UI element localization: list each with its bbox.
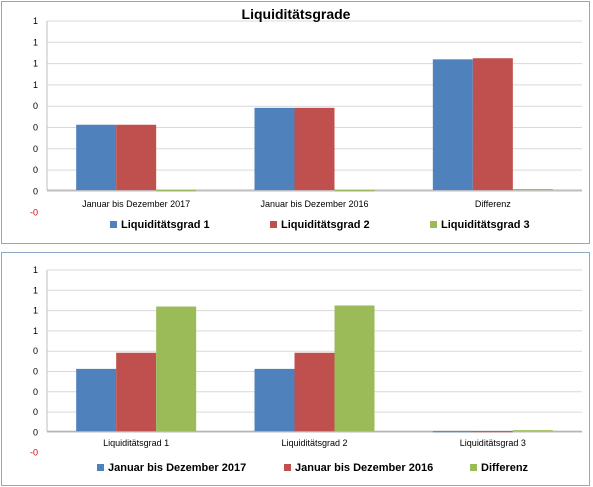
bar <box>432 431 473 433</box>
y-tick-label: -0 <box>30 448 38 458</box>
y-tick-label: 0 <box>33 123 38 133</box>
chart-panel-bottom: 1 1 1 1 0 0 0 0 0 -0 Liquiditätsgrad 1 Liquiditätsg… <box>1 252 590 486</box>
y-tick-label: 0 <box>33 407 38 417</box>
y-tick-label: 1 <box>33 285 38 295</box>
y-tick-label: 0 <box>33 367 38 377</box>
legend-swatch <box>97 464 104 471</box>
bar <box>334 305 375 432</box>
chart-panel-top: 1 1 1 1 0 0 0 0 0 -0 Liquiditätsgrade Januar bis De… <box>1 1 590 244</box>
x-category-label: Januar bis Dezember 2016 <box>260 199 368 209</box>
x-category-label: Liquiditätsgrad 3 <box>460 438 526 448</box>
x-category-label: Liquiditätsgrad 1 <box>103 438 169 448</box>
bar <box>254 368 295 432</box>
y-tick-label: 0 <box>33 165 38 175</box>
bar <box>294 107 335 191</box>
chart-bottom-svg: 1 1 1 1 0 0 0 0 0 -0 Liquiditätsgrad 1 Liquiditätsg… <box>30 265 582 474</box>
legend-label: Liquiditätsgrad 1 <box>121 219 210 231</box>
chart-title: Liquiditätsgrade <box>242 6 351 22</box>
bar <box>254 107 295 191</box>
bar <box>472 431 513 433</box>
y-tick-label: 1 <box>33 37 38 47</box>
y-tick-label: 0 <box>33 346 38 356</box>
bar <box>294 352 335 432</box>
y-tick-label: 1 <box>33 326 38 336</box>
y-tick-label: 0 <box>33 144 38 154</box>
legend-label: Differenz <box>481 462 529 474</box>
legend-label: Liquiditätsgrad 2 <box>281 219 370 231</box>
x-category-label: Liquiditätsgrad 2 <box>281 438 347 448</box>
y-tick-label: -0 <box>30 208 38 218</box>
bar <box>156 190 197 192</box>
chart-top-svg: 1 1 1 1 0 0 0 0 0 -0 Liquiditätsgrade Januar bis De… <box>30 6 582 231</box>
bar <box>76 368 117 432</box>
y-tick-label: 0 <box>33 387 38 397</box>
y-tick-label: 1 <box>33 265 38 275</box>
bar <box>472 58 513 191</box>
legend-swatch <box>110 221 117 228</box>
y-tick-label: 1 <box>33 16 38 26</box>
legend-label: Januar bis Dezember 2017 <box>108 462 246 474</box>
legend-swatch <box>430 221 437 228</box>
x-category-label: Januar bis Dezember 2017 <box>82 199 190 209</box>
bar <box>512 189 553 191</box>
bar <box>512 430 553 432</box>
x-category-label: Differenz <box>475 199 511 209</box>
legend-swatch <box>470 464 477 471</box>
bar <box>334 190 375 192</box>
bar <box>76 124 117 191</box>
legend-swatch <box>270 221 277 228</box>
y-tick-label: 1 <box>33 306 38 316</box>
bar <box>432 59 473 191</box>
y-tick-label: 1 <box>33 80 38 90</box>
y-tick-label: 1 <box>33 59 38 69</box>
y-tick-label: 0 <box>33 427 38 437</box>
legend-label: Liquiditätsgrad 3 <box>441 219 530 231</box>
legend-label: Januar bis Dezember 2016 <box>295 462 433 474</box>
bar <box>156 306 197 432</box>
bar <box>116 352 157 432</box>
y-tick-label: 0 <box>33 186 38 196</box>
legend-swatch <box>284 464 291 471</box>
bar <box>116 124 157 191</box>
y-tick-label: 0 <box>33 101 38 111</box>
